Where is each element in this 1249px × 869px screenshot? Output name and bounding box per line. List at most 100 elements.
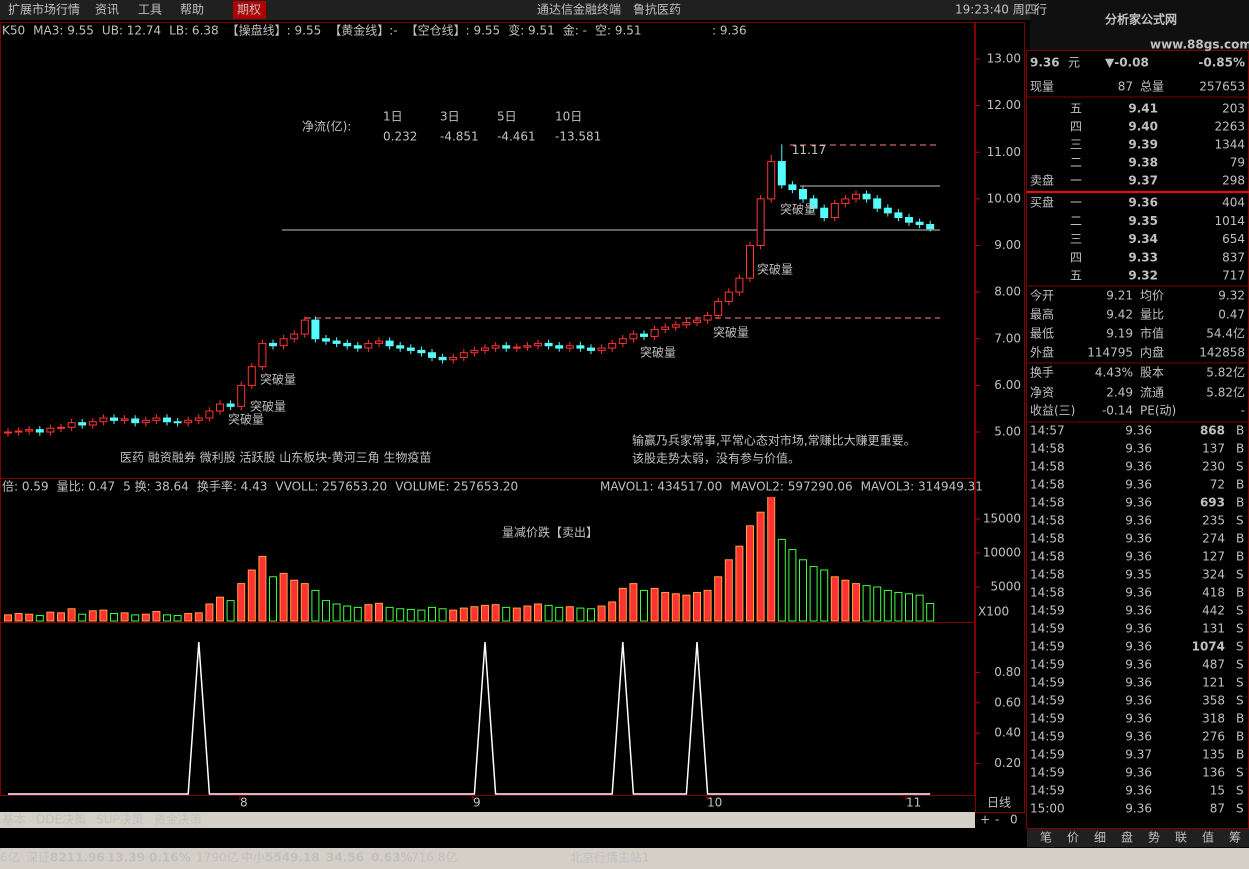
- indicator-value: K50: [2, 24, 25, 38]
- stat-label: 市值: [1140, 326, 1164, 341]
- candle-body: [862, 193, 871, 200]
- volume-bars: [4, 497, 935, 622]
- y-tick-label: 10000: [983, 546, 1021, 560]
- indicator-value: : 9.36: [712, 24, 747, 38]
- scroll-button[interactable]: 0: [1010, 813, 1018, 827]
- menu-item[interactable]: 资讯: [95, 3, 119, 17]
- volume-bar: [926, 602, 935, 622]
- candle-body: [237, 384, 246, 407]
- candle-body: [693, 319, 701, 323]
- book-level: 五: [1070, 269, 1082, 283]
- volume-bar: [502, 606, 511, 622]
- book-level: 三: [1070, 232, 1082, 246]
- menu-item[interactable]: 工具: [138, 3, 162, 17]
- tab[interactable]: DDE决策: [36, 813, 86, 827]
- y-tick-label: 0.80: [994, 665, 1021, 679]
- volume-bar: [597, 605, 606, 622]
- trade-side: S: [1236, 766, 1244, 780]
- volume-bar: [184, 613, 193, 622]
- tab[interactable]: SUP决策: [96, 813, 144, 827]
- candle-body: [470, 349, 479, 354]
- trade-side: S: [1236, 514, 1244, 528]
- annotation: 突破量: [780, 202, 816, 217]
- trade-price: 9.36: [1125, 550, 1152, 564]
- candle-body: [491, 345, 500, 349]
- volume-bar: [650, 587, 659, 622]
- status-item: 34.56: [326, 851, 364, 865]
- volume-bar: [799, 559, 807, 622]
- right-tab[interactable]: 笔: [1040, 830, 1052, 845]
- volume-bar: [481, 604, 489, 622]
- volume-bar: [894, 591, 903, 622]
- trade-time: 14:59: [1030, 658, 1065, 672]
- trade-price: 9.36: [1125, 766, 1152, 780]
- book-volume: 717: [1222, 269, 1245, 283]
- book-level: 四: [1070, 120, 1082, 134]
- volume-bar: [258, 555, 267, 622]
- scroll-button[interactable]: +: [980, 813, 990, 827]
- tab-bar: [0, 812, 975, 828]
- menu-item[interactable]: 期权: [237, 3, 261, 17]
- period-label: 日线: [987, 796, 1011, 810]
- stat-label: 现量: [1030, 80, 1054, 94]
- book-volume: 404: [1222, 196, 1245, 210]
- volume-bar: [406, 608, 415, 622]
- candle-body: [406, 347, 415, 351]
- trade-price: 9.36: [1125, 694, 1152, 708]
- book-level: 三: [1070, 138, 1082, 152]
- candle-body: [131, 418, 140, 424]
- trade-price: 9.35: [1125, 568, 1152, 582]
- trade-time: 14:58: [1030, 568, 1065, 582]
- scroll-button[interactable]: -: [995, 813, 999, 827]
- trade-price: 9.36: [1125, 676, 1152, 690]
- volume-bar: [279, 572, 288, 622]
- candle-body: [481, 347, 489, 351]
- trade-side: S: [1236, 622, 1244, 636]
- volume-bar: [587, 608, 595, 622]
- tab[interactable]: 资金决策: [154, 812, 202, 827]
- status-item: 1790亿: [196, 850, 239, 865]
- volume-bar: [640, 589, 648, 622]
- trade-price: 9.37: [1125, 748, 1152, 762]
- right-tab[interactable]: 价: [1067, 831, 1079, 845]
- stat-value: 9.21: [1106, 289, 1133, 303]
- right-tab[interactable]: 筹: [1229, 831, 1241, 845]
- tab[interactable]: 基本: [2, 813, 26, 827]
- trade-price: 9.36: [1125, 640, 1152, 654]
- right-tab[interactable]: 盘: [1121, 830, 1133, 845]
- volume-header: 5 换: 38.64: [123, 480, 189, 494]
- book-price: 9.34: [1128, 232, 1158, 246]
- trade-side: B: [1236, 730, 1244, 744]
- right-tab[interactable]: 联: [1175, 831, 1187, 845]
- candle-body: [184, 419, 193, 424]
- menu-item[interactable]: 帮助: [180, 3, 204, 17]
- book-price: 9.36: [1128, 196, 1158, 210]
- logo-bg: [1030, 0, 1249, 50]
- volume-bar: [88, 610, 97, 622]
- volume-bar: [671, 593, 680, 622]
- book-price: 9.35: [1128, 214, 1158, 228]
- candle-body: [258, 342, 267, 368]
- y-tick-label: 12.00: [987, 98, 1021, 112]
- book-price: 9.39: [1128, 138, 1158, 152]
- trade-time: 14:59: [1030, 676, 1065, 690]
- volume-bar: [777, 538, 786, 622]
- candle-body: [756, 198, 765, 246]
- volume-bar: [767, 497, 776, 622]
- volume-bar: [141, 613, 150, 622]
- trade-time: 14:58: [1030, 532, 1065, 546]
- right-tab[interactable]: 势: [1148, 831, 1160, 845]
- net-flow-period: 10日: [555, 110, 582, 124]
- trade-price: 9.36: [1125, 442, 1152, 456]
- volume-bar: [290, 579, 299, 622]
- candles: [4, 144, 935, 437]
- volume-bar: [809, 566, 818, 622]
- trade-time: 14:58: [1030, 496, 1065, 510]
- menu-item[interactable]: 扩展市场行情: [8, 2, 80, 17]
- stat-label: 外盘: [1030, 345, 1054, 360]
- trade-time: 14:57: [1030, 424, 1065, 438]
- right-tab[interactable]: 细: [1094, 831, 1106, 845]
- trade-price: 9.36: [1125, 460, 1152, 474]
- right-tab[interactable]: 值: [1202, 830, 1214, 845]
